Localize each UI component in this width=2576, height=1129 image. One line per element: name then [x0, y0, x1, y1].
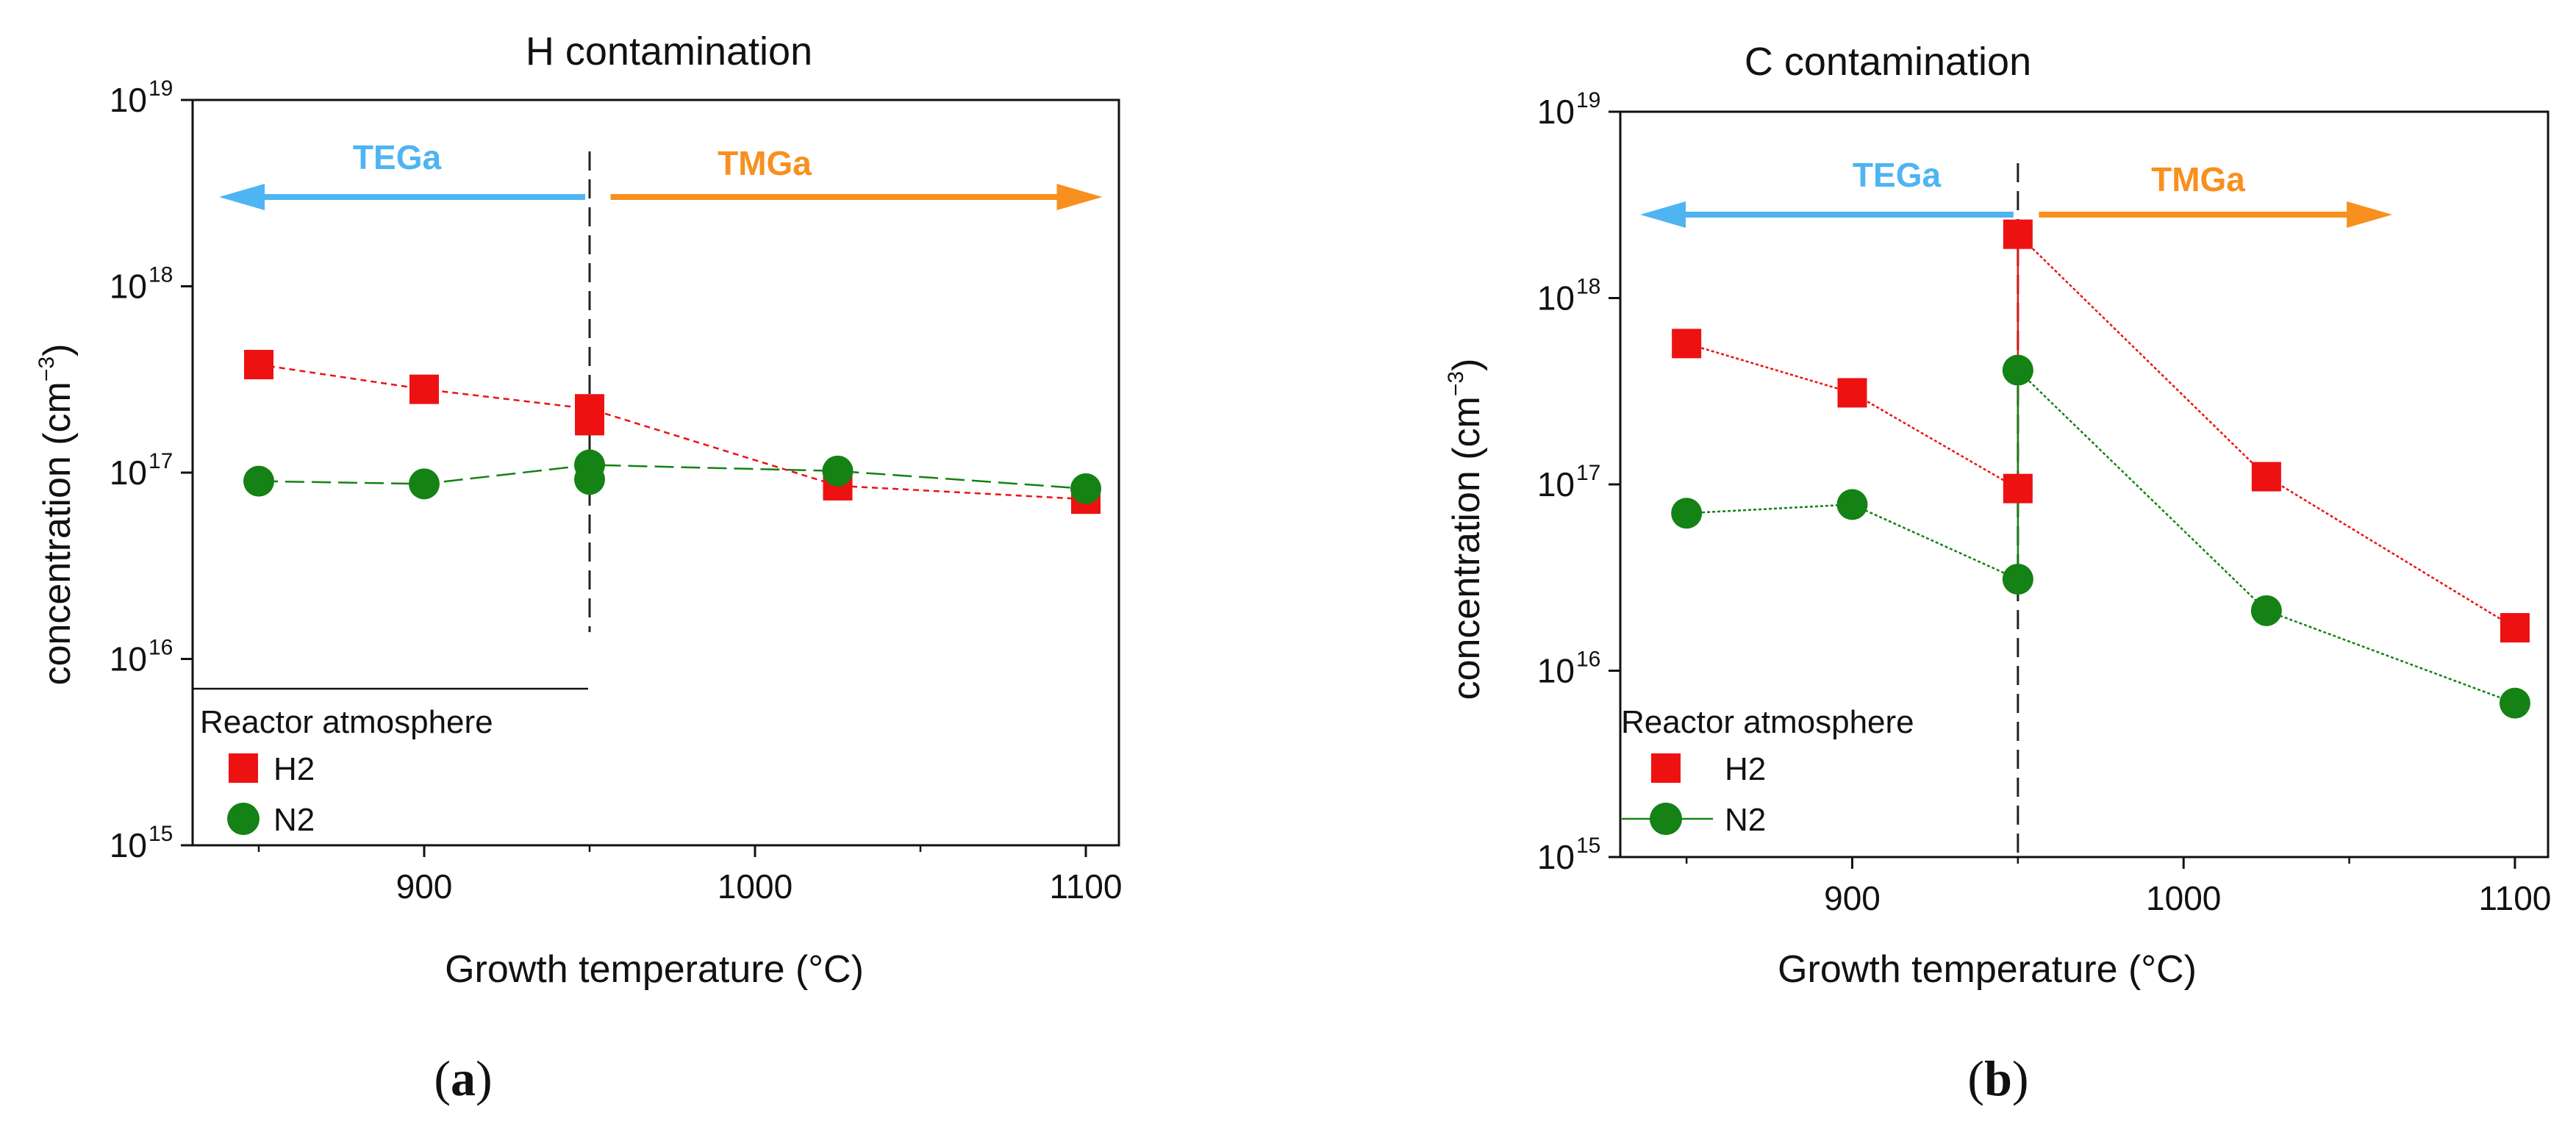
h2-data-point: [2003, 219, 2033, 249]
tega-label: TEGa: [1853, 156, 1942, 194]
x-axis-ticks: 900 1000 1100: [1685, 857, 2551, 917]
n2-data-point: [822, 455, 854, 487]
y-tick-label: 10: [1537, 279, 1575, 318]
tega-arrow-head: [1640, 201, 1686, 228]
n2-data-point: [243, 465, 274, 497]
tmga-arrow-head: [1056, 184, 1103, 210]
plot-frame: [1619, 110, 2550, 859]
x-tick-label: 1000: [2146, 879, 2221, 917]
x-tick-label: 1100: [1050, 867, 1123, 906]
legend-n2-label: N2: [1725, 802, 1766, 838]
n2-data-point: [1070, 473, 1101, 504]
y-tick-exponent: 19: [149, 76, 173, 101]
legend-h2-label: H2: [273, 751, 315, 787]
x-tick-label: 900: [1824, 879, 1881, 917]
y-tick-label: 10: [1537, 93, 1575, 131]
legend-title: Reactor atmosphere: [1621, 704, 1914, 740]
x-axis-label: Growth temperature (°C): [445, 948, 864, 991]
series-line-h2-tega: [1686, 343, 2019, 490]
tega-label: TEGa: [353, 138, 442, 176]
y-tick-label: 10: [1537, 465, 1575, 503]
y-tick-exponent: 16: [149, 636, 173, 660]
h2-data-point: [409, 374, 439, 404]
legend-title: Reactor atmosphere: [200, 704, 493, 740]
legend: Reactor atmosphere H2 N2: [193, 687, 588, 838]
n2-data-point: [2250, 595, 2282, 626]
tega-arrow-head: [219, 184, 265, 210]
n2-data-point: [409, 468, 440, 500]
h2-data-point: [2003, 473, 2033, 503]
y-tick-exponent: 17: [149, 449, 173, 473]
y-axis-label: concentration (cm−3): [35, 344, 79, 686]
y-tick-exponent: 16: [1576, 648, 1600, 672]
n2-data-point: [1836, 489, 1868, 520]
h2-data-point: [1837, 378, 1867, 408]
tega-region-arrow: TEGa: [1640, 156, 2014, 228]
y-axis-label: concentration (cm−3): [1444, 359, 1488, 700]
series-lines: [258, 363, 1087, 501]
y-tick-label: 10: [110, 640, 147, 678]
h2-data-point: [244, 350, 273, 380]
x-axis-label: Growth temperature (°C): [1778, 948, 2197, 991]
h2-data-point: [1672, 329, 1702, 359]
y-tick-label: 10: [110, 81, 147, 119]
y-tick-exponent: 15: [1576, 834, 1600, 858]
h2-data-point: [2251, 462, 2281, 492]
y-tick-exponent: 15: [149, 822, 173, 846]
legend-h2-marker: [1651, 753, 1681, 783]
n2-data-point: [2499, 687, 2530, 719]
legend-n2-marker: [227, 803, 260, 835]
panel-label: (b): [1967, 1050, 2028, 1106]
y-tick-label: 10: [1537, 838, 1575, 876]
y-tick-label: 10: [1537, 652, 1575, 690]
legend-h2-marker: [229, 753, 258, 783]
x-axis-ticks: 900 1000 1100: [257, 845, 1123, 906]
series-line-n2: [258, 464, 1087, 490]
series-line-n2-tmga: [2017, 369, 2516, 704]
panel-label: (a): [434, 1050, 492, 1106]
series-line-h2-tmga: [2017, 233, 2516, 629]
y-tick-label: 10: [110, 268, 147, 306]
h2-data-point: [2500, 613, 2530, 643]
tmga-region-arrow: TMGa: [2039, 160, 2393, 228]
n2-data-point: [2002, 563, 2033, 595]
h2-data-point: [575, 406, 604, 436]
x-tick-label: 1000: [718, 867, 793, 906]
y-tick-label: 10: [110, 454, 147, 492]
legend-n2-label: N2: [273, 802, 315, 838]
n2-data-point: [2002, 354, 2033, 386]
legend-n2-marker: [1650, 803, 1682, 835]
tmga-region-arrow: TMGa: [610, 144, 1103, 210]
y-tick-exponent: 18: [149, 263, 173, 287]
legend: Reactor atmosphere H2 N2: [1621, 704, 1914, 838]
series-lines: [1686, 233, 2516, 704]
tmga-label: TMGa: [718, 144, 812, 182]
y-tick-exponent: 18: [1576, 275, 1600, 299]
tmga-arrow-head: [2347, 201, 2393, 228]
chart-title: C contamination: [1745, 40, 2031, 84]
data-markers: [1671, 219, 2530, 719]
n2-data-point: [1671, 498, 1703, 529]
tega-region-arrow: TEGa: [219, 138, 585, 210]
y-tick-exponent: 17: [1576, 461, 1600, 485]
x-tick-label: 1100: [2478, 879, 2551, 917]
legend-h2-label: H2: [1725, 751, 1766, 787]
n2-data-point: [574, 464, 605, 495]
tmga-label: TMGa: [2151, 160, 2245, 198]
x-tick-label: 900: [396, 867, 453, 906]
data-markers: [243, 350, 1101, 515]
chart-title: H contamination: [526, 29, 812, 74]
y-tick-exponent: 19: [1576, 88, 1600, 112]
y-tick-label: 10: [110, 826, 147, 864]
